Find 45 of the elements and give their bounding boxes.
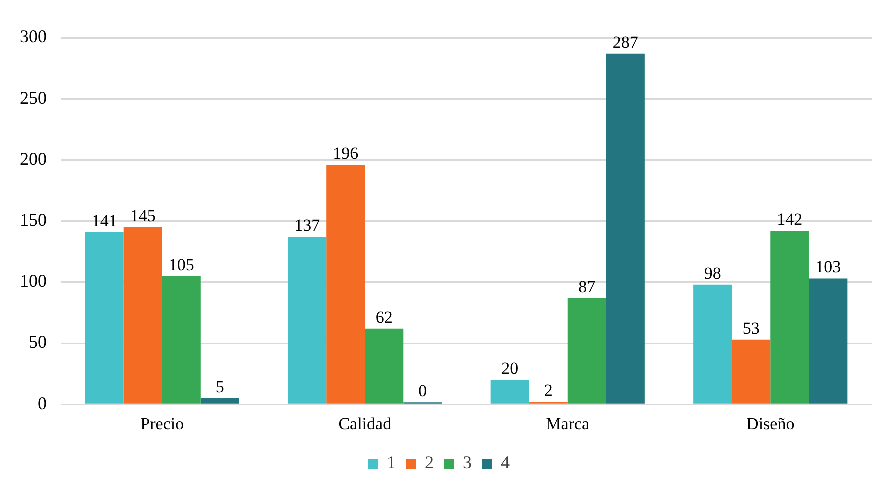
data-label: 103 [816,258,842,277]
data-label: 141 [92,211,118,230]
legend-label: 4 [501,452,510,473]
bar [85,232,124,404]
data-label: 62 [376,308,393,327]
legend-label: 3 [463,452,472,473]
data-label: 145 [130,206,156,226]
bar [326,165,366,404]
bar [732,340,771,404]
data-label: 105 [168,255,194,274]
data-label: 2 [544,381,553,400]
data-label: 5 [216,377,224,396]
bar [162,276,201,404]
y-tick-label: 300 [20,26,47,47]
y-tick-label: 50 [29,332,47,352]
data-label: 87 [578,277,596,296]
bar [200,398,240,404]
bar [809,278,848,404]
data-label: 287 [612,32,639,52]
x-tick-label: Precio [140,414,184,434]
bar [694,284,732,404]
bar [365,328,404,404]
bar [124,227,162,404]
legend-label: 1 [387,452,396,473]
data-label: 53 [742,318,760,338]
bar [288,237,327,404]
data-label: 196 [333,144,359,164]
bar [770,231,810,404]
bar [568,298,606,404]
x-tick-label: Marca [546,414,590,434]
data-label: 98 [704,264,722,283]
data-label: 0 [418,382,428,401]
data-label: 142 [777,210,803,230]
y-tick-label: 0 [38,393,47,414]
data-label: 137 [294,216,321,236]
y-tick-label: 250 [20,88,47,108]
x-tick-label: Calidad [338,414,392,434]
y-tick-label: 200 [20,148,47,169]
bar [490,380,530,404]
bar [606,54,645,404]
data-label: 20 [502,359,519,378]
x-tick-label: Diseño [746,414,795,434]
legend-label: 2 [425,452,434,473]
y-tick-label: 100 [20,271,47,292]
y-tick-label: 150 [20,210,47,230]
